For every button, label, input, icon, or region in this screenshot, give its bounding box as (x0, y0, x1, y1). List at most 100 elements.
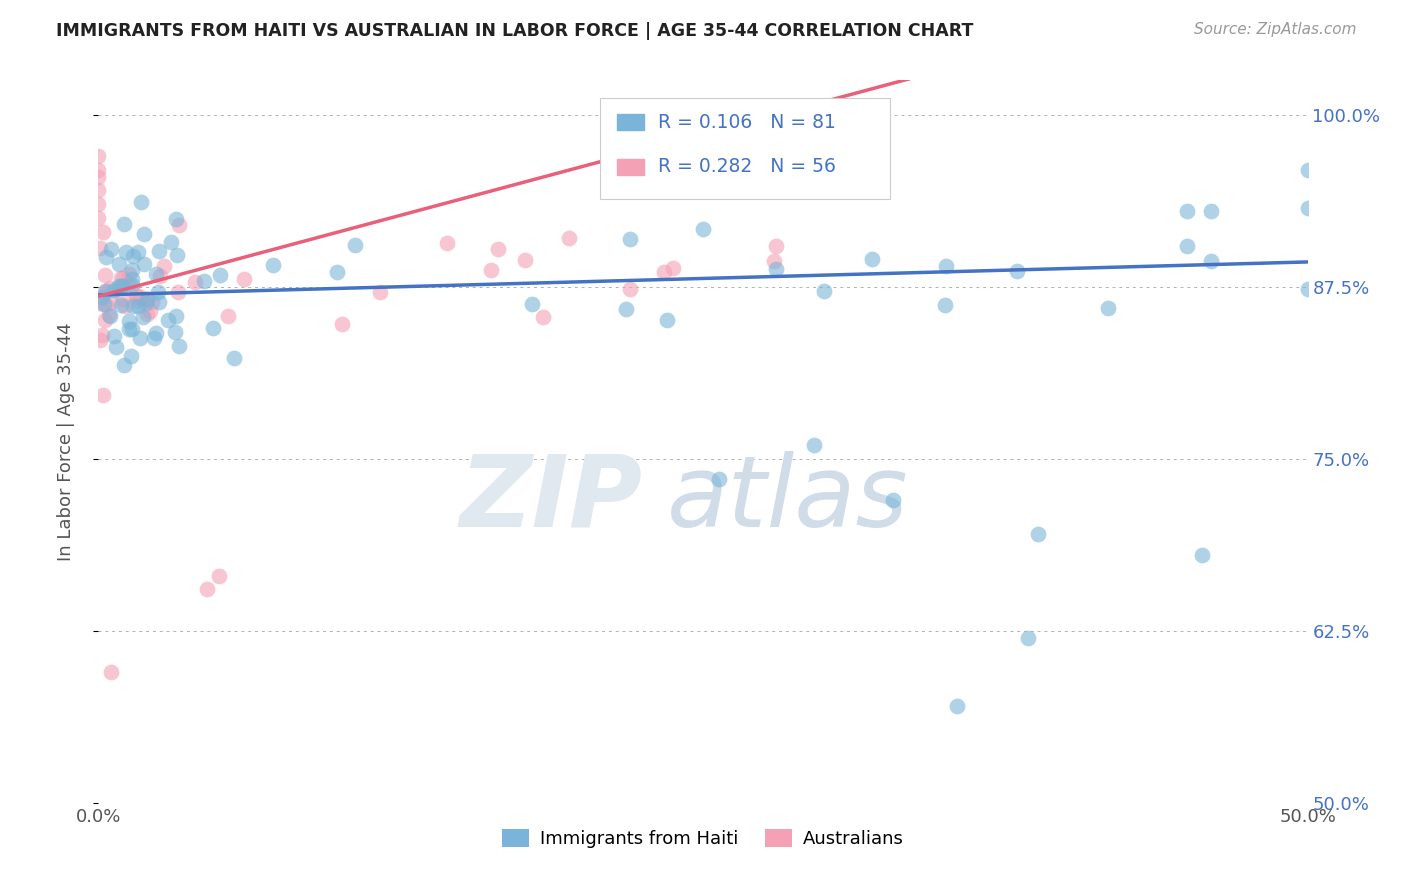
Text: IMMIGRANTS FROM HAITI VS AUSTRALIAN IN LABOR FORCE | AGE 35-44 CORRELATION CHART: IMMIGRANTS FROM HAITI VS AUSTRALIAN IN L… (56, 22, 973, 40)
Point (232, 272, 254, 286)
Point (111, 270, 134, 285)
Point (110, 298, 132, 312)
Point (87, 183, 110, 197)
Point (707, 472, 730, 486)
Point (98, 308, 121, 322)
Point (121, 249, 143, 263)
Point (91, 225, 114, 239)
Point (135, 293, 157, 307)
Point (121, 262, 143, 277)
Point (120, 349, 142, 363)
Point (114, 245, 136, 260)
Point (134, 257, 156, 271)
Point (157, 312, 180, 326)
Point (93, 312, 115, 326)
Point (1296, 201, 1319, 215)
Point (1175, 239, 1198, 253)
FancyBboxPatch shape (600, 98, 890, 200)
Point (110, 278, 132, 293)
Point (136, 307, 159, 321)
Point (103, 328, 125, 343)
Point (662, 260, 685, 275)
Point (93, 268, 115, 283)
Point (765, 239, 787, 253)
Point (127, 299, 149, 313)
Point (145, 267, 167, 281)
Point (87, 296, 110, 310)
Point (145, 326, 167, 340)
Point (149, 268, 172, 283)
Point (148, 295, 170, 310)
Point (486, 242, 509, 256)
Point (159, 235, 181, 250)
Point (1097, 301, 1119, 316)
Point (165, 325, 187, 339)
Point (135, 296, 157, 310)
Point (166, 248, 188, 262)
Point (143, 331, 166, 345)
Point (93, 296, 115, 310)
Point (657, 313, 679, 327)
Text: ZIP: ZIP (460, 450, 643, 548)
Point (103, 284, 125, 298)
Point (1175, 204, 1198, 219)
Point (89, 241, 111, 255)
Text: atlas: atlas (666, 450, 908, 548)
Point (222, 351, 245, 365)
Point (100, 242, 122, 256)
Point (762, 254, 785, 268)
Point (87, 169, 110, 184)
Point (343, 238, 366, 252)
Point (692, 222, 714, 236)
Point (118, 277, 141, 291)
Point (87, 197, 110, 211)
Point (217, 310, 239, 324)
Point (1296, 162, 1319, 177)
Point (208, 568, 231, 582)
Point (132, 310, 155, 324)
Point (112, 292, 135, 306)
Point (129, 290, 152, 304)
Point (98, 281, 121, 295)
Point (262, 258, 284, 272)
Point (89, 333, 111, 347)
Point (87, 211, 110, 225)
Legend: Immigrants from Haiti, Australians: Immigrants from Haiti, Australians (495, 822, 911, 855)
Point (165, 309, 187, 323)
Point (1191, 548, 1213, 562)
Point (87, 162, 110, 177)
Point (148, 244, 170, 258)
Point (125, 287, 148, 301)
Point (813, 285, 835, 299)
Text: R = 0.282   N = 56: R = 0.282 N = 56 (658, 158, 837, 177)
Text: R = 0.106   N = 81: R = 0.106 N = 81 (658, 112, 837, 132)
Point (619, 282, 641, 296)
Point (121, 271, 143, 285)
Point (122, 299, 145, 313)
Point (138, 303, 160, 318)
Point (112, 358, 135, 372)
Point (90, 327, 112, 342)
Point (167, 285, 190, 300)
Point (531, 310, 554, 324)
Point (882, 493, 904, 508)
Point (91, 387, 114, 401)
Point (513, 252, 536, 267)
Point (121, 277, 143, 292)
Point (100, 665, 122, 679)
Point (104, 340, 127, 354)
Point (94, 284, 117, 298)
Point (98, 309, 121, 323)
Point (1026, 527, 1049, 541)
Y-axis label: In Labor Force | Age 35-44: In Labor Force | Age 35-44 (56, 322, 75, 561)
Point (134, 227, 156, 242)
Point (520, 297, 543, 311)
Point (141, 295, 163, 310)
Point (117, 322, 139, 336)
Point (107, 257, 129, 271)
Point (94, 284, 117, 298)
Point (330, 318, 353, 332)
Point (165, 212, 187, 227)
Point (146, 285, 169, 299)
Point (1017, 631, 1039, 645)
